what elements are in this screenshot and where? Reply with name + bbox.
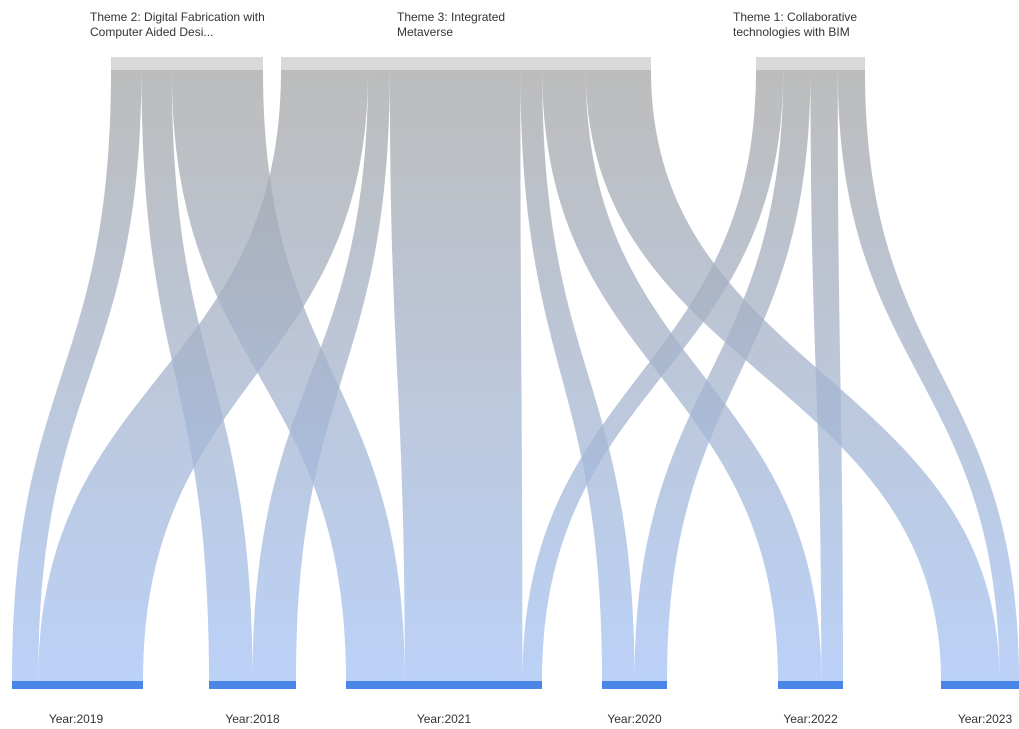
sankey-link-t2-y2021[interactable]: [171, 70, 405, 681]
sankey-link-t3-y2023[interactable]: [585, 70, 1000, 681]
sankey-link-t1-y2020[interactable]: [634, 70, 811, 681]
sankey-link-t1-y2023[interactable]: [837, 70, 1019, 681]
source-node-t2[interactable]: [111, 57, 263, 70]
sankey-link-t3-y2022[interactable]: [542, 70, 822, 681]
target-node-y2019[interactable]: [12, 681, 143, 689]
target-label-y2018: Year:2018: [225, 712, 280, 726]
source-label-t2: Theme 2: Digital Fabrication with Comput…: [90, 10, 265, 39]
target-node-y2020[interactable]: [602, 681, 667, 689]
sankey-link-t2-y2019[interactable]: [12, 70, 142, 681]
sankey-link-t3-y2019[interactable]: [38, 70, 369, 681]
source-node-t1[interactable]: [756, 57, 865, 70]
source-label-t3: Theme 3: Integrated Metaverse: [397, 10, 506, 39]
target-label-y2023: Year:2023: [957, 712, 1013, 726]
sankey-link-t3-y2020[interactable]: [520, 70, 635, 681]
sankey-links: [12, 70, 1019, 681]
target-label-y2019: Year:2019: [48, 712, 104, 726]
target-node-y2023[interactable]: [941, 681, 1019, 689]
target-label-y2022: Year:2022: [783, 712, 838, 726]
target-node-y2021[interactable]: [346, 681, 542, 689]
sankey-link-t3-y2021[interactable]: [389, 70, 523, 681]
target-node-y2022[interactable]: [778, 681, 843, 689]
sankey-link-t1-y2021[interactable]: [522, 70, 784, 681]
source-node-t3[interactable]: [281, 57, 651, 70]
sankey-link-t1-y2022[interactable]: [810, 70, 844, 681]
target-label-y2021: Year:2021: [416, 712, 472, 726]
target-label-y2020: Year:2020: [607, 712, 662, 726]
source-label-t1: Theme 1: Collaborative technologies with…: [733, 10, 858, 39]
target-node-y2018[interactable]: [209, 681, 296, 689]
sankey-link-t3-y2018[interactable]: [252, 70, 390, 681]
